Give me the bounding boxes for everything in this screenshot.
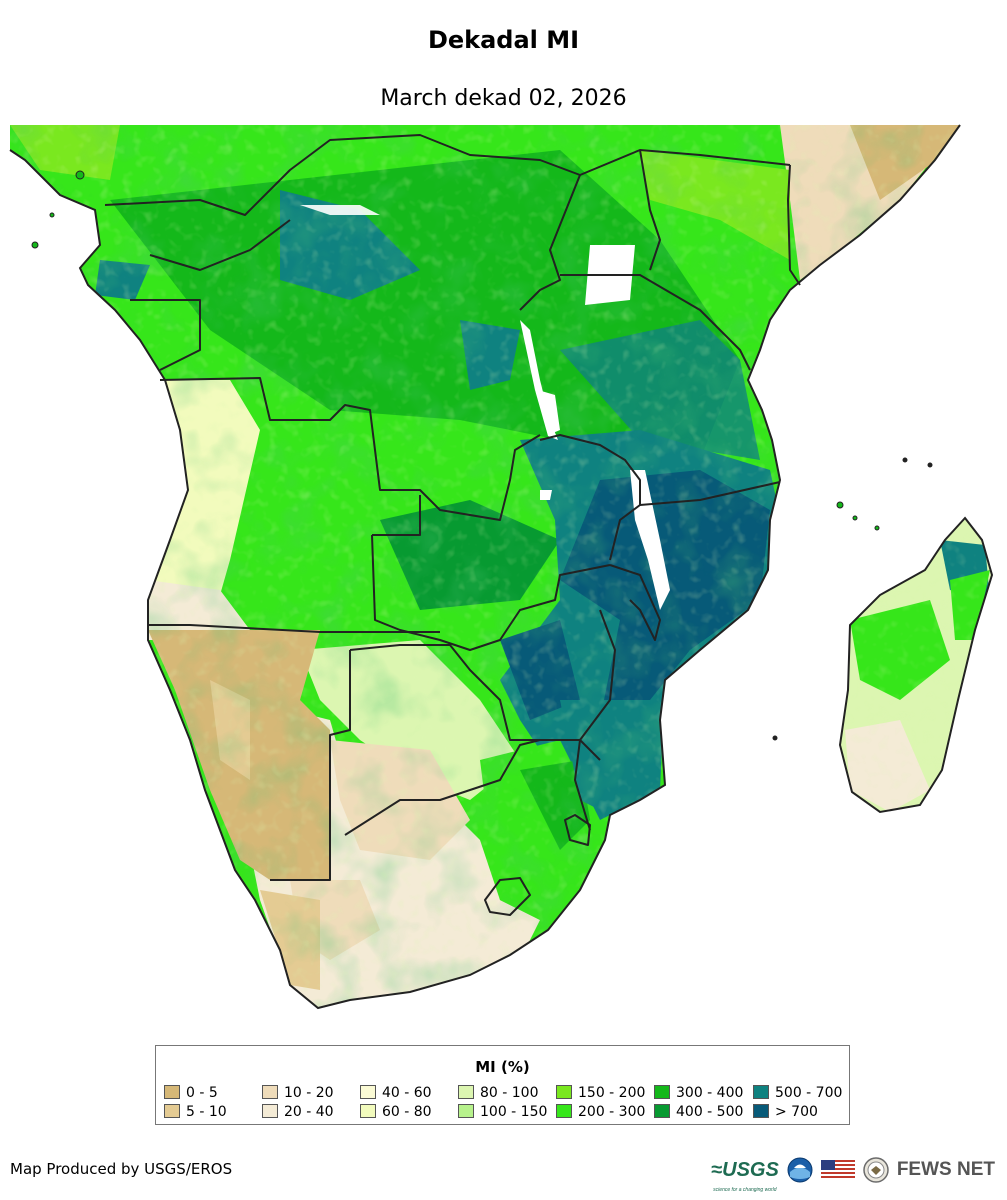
usgs-logo: ≈USGS science for a changing world [711,1159,779,1193]
state-department-seal-icon [863,1157,889,1183]
legend-label: 80 - 100 [480,1085,539,1101]
legend-item: 200 - 300 [556,1103,645,1121]
map-credit: Map Produced by USGS/EROS [10,1160,233,1178]
legend-item: 0 - 5 [164,1084,218,1102]
legend-swatch [556,1103,572,1118]
legend-swatch [556,1084,572,1099]
legend-label: 500 - 700 [775,1085,843,1101]
legend-swatch [262,1084,278,1099]
legend-swatch [360,1103,376,1118]
legend-label: 100 - 150 [480,1104,548,1120]
legend-label: 40 - 60 [382,1085,432,1101]
moisture-index-map [9,124,994,1010]
legend-item: 60 - 80 [360,1103,432,1121]
legend-label: 150 - 200 [578,1085,646,1101]
legend-swatch [360,1084,376,1099]
legend-item: 400 - 500 [654,1103,743,1121]
legend-item: 40 - 60 [360,1084,432,1102]
us-flag-icon [820,1160,855,1180]
legend-item: 5 - 10 [164,1103,227,1121]
map-subtitle: March dekad 02, 2026 [380,86,627,111]
islands [31,170,933,741]
legend-title: MI (%) [475,1058,530,1076]
legend-item: 20 - 40 [262,1103,334,1121]
legend-swatch [262,1103,278,1118]
legend-label: 5 - 10 [186,1104,227,1120]
legend-label: 200 - 300 [578,1104,646,1120]
fews-net-logo: FEWS NET [896,1159,995,1180]
mainland-coastline [9,124,961,1010]
legend-label: 20 - 40 [284,1104,334,1120]
legend-item: 80 - 100 [458,1084,539,1102]
legend-item: 100 - 150 [458,1103,547,1121]
map-legend: MI (%) 0 - 5 5 - 10 10 - 20 20 - 40 40 - 60 6… [155,1045,850,1125]
legend-label: 10 - 20 [284,1085,334,1101]
logo-bar: ≈USGS science for a changing world FEWS N… [711,1154,995,1193]
madagascar-fill [840,518,992,812]
legend-item: 10 - 20 [262,1084,334,1102]
legend-swatch [654,1103,670,1118]
legend-swatch [458,1103,474,1118]
legend-item: 500 - 700 [753,1084,842,1102]
legend-swatch [753,1103,769,1118]
legend-label: 300 - 400 [676,1085,744,1101]
legend-swatch [164,1084,180,1099]
legend-swatch [654,1084,670,1099]
noaa-logo-icon [787,1157,813,1183]
legend-label: > 700 [775,1104,818,1120]
mainland-fill [10,125,960,1008]
legend-swatch [164,1103,180,1118]
legend-label: 0 - 5 [186,1085,218,1101]
legend-label: 400 - 500 [676,1104,744,1120]
madagascar-coastline [838,516,994,814]
legend-item: > 700 [753,1103,818,1121]
legend-item: 300 - 400 [654,1084,743,1102]
legend-label: 60 - 80 [382,1104,432,1120]
legend-swatch [458,1084,474,1099]
map-title: Dekadal MI [427,26,580,54]
country-borders [104,134,801,916]
legend-item: 150 - 200 [556,1084,645,1102]
legend-swatch [753,1084,769,1099]
